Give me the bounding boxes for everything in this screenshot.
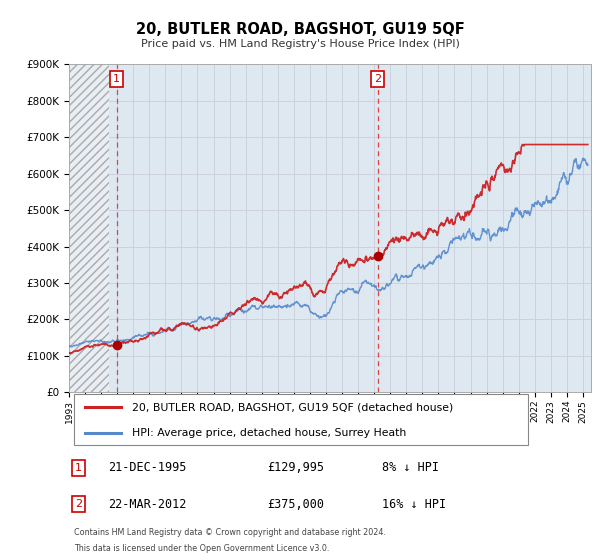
Text: 2: 2 bbox=[75, 500, 82, 510]
Text: This data is licensed under the Open Government Licence v3.0.: This data is licensed under the Open Gov… bbox=[74, 544, 329, 553]
Text: £375,000: £375,000 bbox=[268, 498, 325, 511]
FancyBboxPatch shape bbox=[74, 394, 529, 445]
Text: 21-DEC-1995: 21-DEC-1995 bbox=[108, 461, 187, 474]
Text: Price paid vs. HM Land Registry's House Price Index (HPI): Price paid vs. HM Land Registry's House … bbox=[140, 39, 460, 49]
Text: 22-MAR-2012: 22-MAR-2012 bbox=[108, 498, 187, 511]
Bar bbox=[69, 64, 109, 392]
Text: 20, BUTLER ROAD, BAGSHOT, GU19 5QF (detached house): 20, BUTLER ROAD, BAGSHOT, GU19 5QF (deta… bbox=[131, 402, 453, 412]
Text: £129,995: £129,995 bbox=[268, 461, 325, 474]
Text: 1: 1 bbox=[113, 74, 120, 84]
Text: 20, BUTLER ROAD, BAGSHOT, GU19 5QF: 20, BUTLER ROAD, BAGSHOT, GU19 5QF bbox=[136, 22, 464, 38]
Text: HPI: Average price, detached house, Surrey Heath: HPI: Average price, detached house, Surr… bbox=[131, 427, 406, 437]
Text: Contains HM Land Registry data © Crown copyright and database right 2024.: Contains HM Land Registry data © Crown c… bbox=[74, 528, 386, 537]
Text: 8% ↓ HPI: 8% ↓ HPI bbox=[382, 461, 439, 474]
Text: 16% ↓ HPI: 16% ↓ HPI bbox=[382, 498, 446, 511]
Text: 2: 2 bbox=[374, 74, 381, 84]
Text: 1: 1 bbox=[75, 463, 82, 473]
